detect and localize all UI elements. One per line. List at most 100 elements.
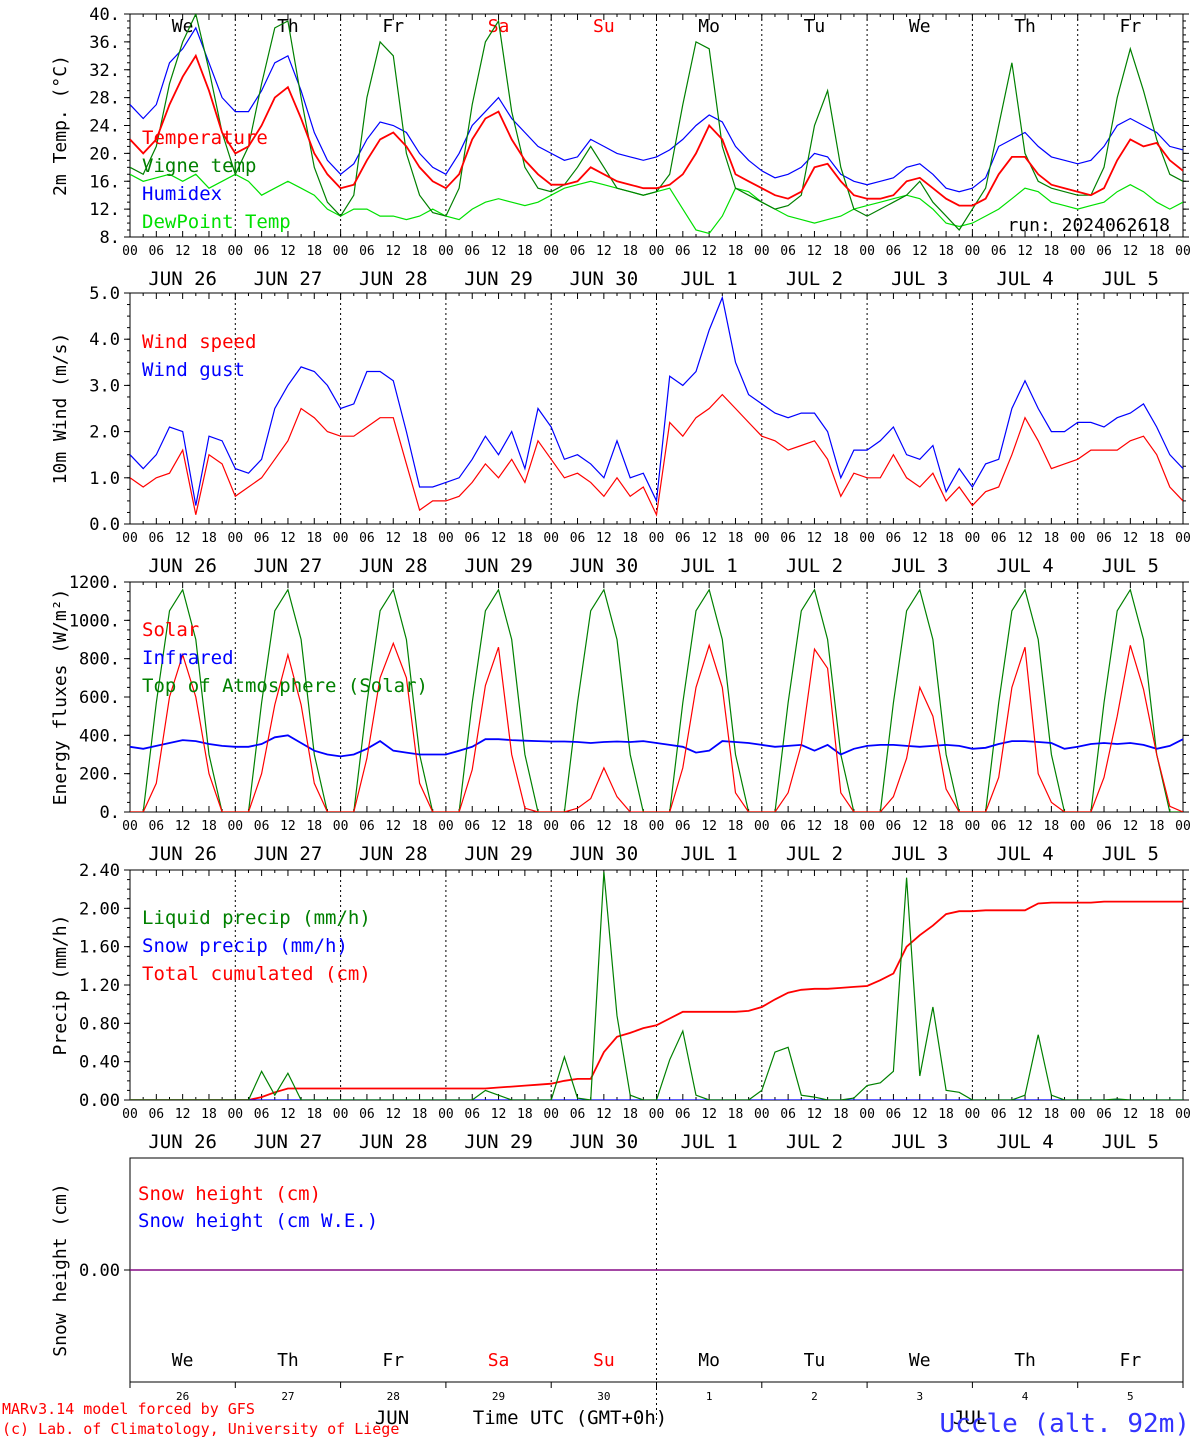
x-hour-label: 12 [385,244,401,259]
weekday-label: Fr [382,1350,404,1371]
weekday-label: Th [1014,16,1036,37]
x-hour-label: 00 [1175,1107,1191,1122]
x-date-label: JUN 30 [570,843,639,865]
x-hour-label: 06 [464,819,480,834]
x-hour-label: 06 [675,1107,691,1122]
x-hour-label: 12 [280,531,296,546]
x-hour-label: 00 [1070,819,1086,834]
x-hour-label: 12 [175,531,191,546]
y-tick-label: 200. [79,765,120,785]
series-line-humidex [130,26,1183,193]
x-hour-label: 06 [991,531,1007,546]
x-hour-label: 06 [991,819,1007,834]
x-hour-label: 06 [780,531,796,546]
day-number-label: 2 [811,1390,818,1403]
x-hour-label: 12 [1017,244,1033,259]
x-date-label: JUN 30 [570,555,639,577]
x-hour-label: 00 [754,1107,770,1122]
x-date-label: JUL 4 [996,843,1053,865]
x-hour-label: 00 [1175,819,1191,834]
day-number-label: 30 [597,1390,610,1403]
y-axis-label: Energy fluxes (W/m²) [50,589,71,806]
x-hour-label: 18 [938,819,954,834]
x-hour-label: 12 [385,531,401,546]
x-hour-label: 06 [675,819,691,834]
lab-credit: (c) Lab. of Climatology, University of L… [2,1420,399,1438]
panel-wind: 0.0 1.0 2.0 3.0 4.0 5.0 10m Wind (m/s) 00 06 12 18… [50,284,1191,577]
weekday-label: We [172,1350,194,1371]
day-number-label: 1 [706,1390,713,1403]
weekday-label: Fr [1120,16,1142,37]
y-axis-label: Snow height (cm) [50,1183,71,1356]
x-date-label: JUN 26 [148,843,217,865]
x-hour-label: 06 [675,244,691,259]
x-hour-label: 12 [385,1107,401,1122]
x-hour-label: 12 [701,244,717,259]
legend-entry: Infrared [142,647,234,669]
x-hour-label: 18 [728,531,744,546]
x-hour-label: 00 [227,1107,243,1122]
weekday-label: Tu [804,16,826,37]
x-hour-label: 00 [965,819,981,834]
x-hour-label: 00 [122,819,138,834]
legend-entry: Snow precip (mm/h) [142,935,348,957]
x-hour-label: 18 [728,1107,744,1122]
x-hour-label: 12 [175,819,191,834]
y-tick-label: 3.0 [89,376,120,396]
x-hour-label: 12 [807,819,823,834]
day-number-label: 28 [387,1390,400,1403]
y-tick-label: 24. [89,117,120,137]
x-hour-label: 06 [148,1107,164,1122]
x-date-label: JUN 26 [148,1131,217,1153]
x-date-label: JUN 27 [254,268,323,290]
x-date-label: JUN 26 [148,268,217,290]
weekday-label: We [909,1350,931,1371]
x-date-label: JUL 1 [681,555,738,577]
x-hour-label: 18 [1149,244,1165,259]
x-hour-label: 06 [464,531,480,546]
x-hour-label: 06 [1096,1107,1112,1122]
x-hour-label: 12 [1123,531,1139,546]
x-hour-label: 00 [754,244,770,259]
weekday-label: Fr [382,16,404,37]
x-hour-label: 00 [1070,531,1086,546]
x-date-label: JUN 27 [254,1131,323,1153]
y-tick-label: 5.0 [89,284,120,304]
x-hour-label: 06 [570,819,586,834]
x-hour-label: 18 [938,1107,954,1122]
x-hour-label: 18 [517,244,533,259]
y-tick-label: 40. [89,5,120,25]
x-hour-label: 18 [833,819,849,834]
x-hour-label: 06 [1096,531,1112,546]
series-line-solar [130,641,1183,812]
x-hour-label: 06 [148,819,164,834]
x-hour-label: 12 [1123,244,1139,259]
x-hour-label: 12 [912,531,928,546]
x-date-label: JUN 27 [254,843,323,865]
x-hour-label: 00 [438,244,454,259]
y-tick-label: 0.80 [79,1014,120,1034]
y-tick-label: 0.00 [79,1261,120,1281]
x-hour-label: 12 [596,531,612,546]
x-date-label: JUN 28 [359,555,428,577]
x-hour-label: 00 [333,1107,349,1122]
x-hour-label: 00 [754,819,770,834]
series-line-infrared [130,734,1183,758]
day-number-label: 4 [1022,1390,1029,1403]
panel-temperature: 8. 12. 16. 20. 24. 28. 32. 36. 40. 2m Temp. (°C) 0… [50,5,1191,290]
x-hour-label: 12 [701,819,717,834]
x-hour-label: 12 [491,1107,507,1122]
x-hour-label: 00 [122,531,138,546]
weekday-label: Th [1014,1350,1036,1371]
panel-precip: 0.00 0.40 0.80 1.20 1.60 2.00 2.40 Precip (mm/h… [50,861,1191,1153]
legend-entry: Vigne temp [142,155,256,177]
x-hour-label: 00 [859,1107,875,1122]
x-hour-label: 18 [412,819,428,834]
x-hour-label: 18 [517,531,533,546]
x-hour-label: 00 [333,819,349,834]
x-hour-label: 12 [912,244,928,259]
weekday-label: Tu [804,1350,826,1371]
x-date-label: JUL 1 [681,843,738,865]
x-hour-label: 12 [596,1107,612,1122]
